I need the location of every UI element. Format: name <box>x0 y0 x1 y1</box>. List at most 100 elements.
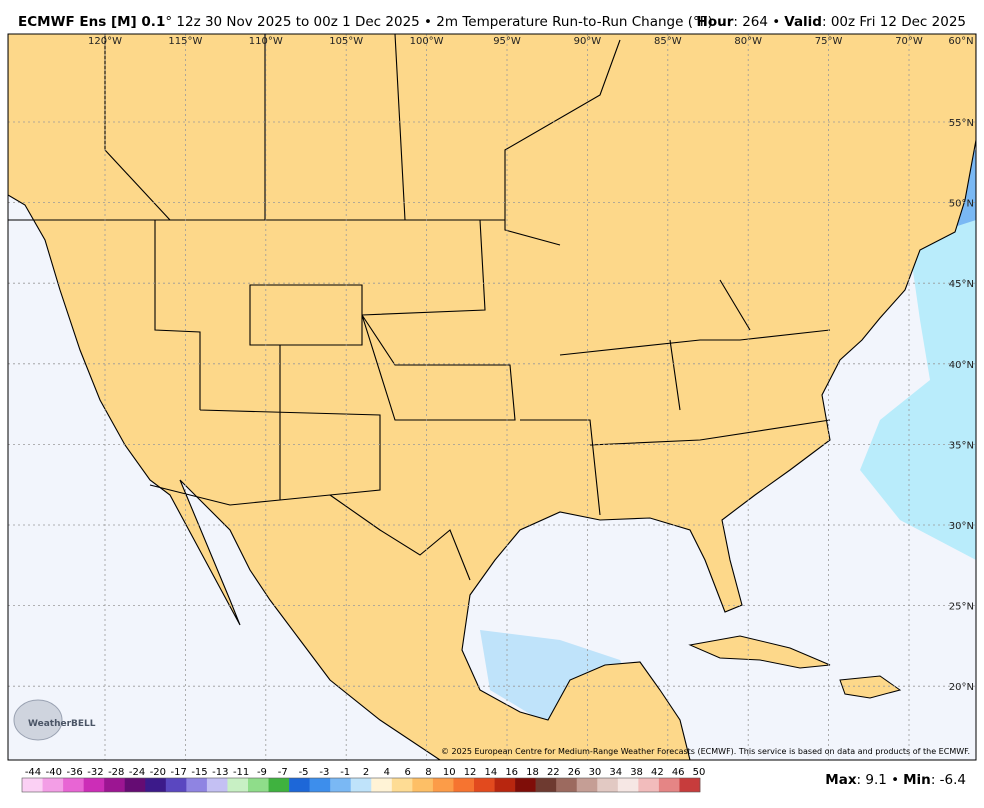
colorbar-label: 4 <box>384 767 390 778</box>
colorbar-swatch <box>309 778 331 792</box>
colorbar-label: -40 <box>46 767 62 778</box>
colorbar-swatch <box>186 778 208 792</box>
colorbar-label: 14 <box>485 767 498 778</box>
colorbar-label: -1 <box>340 767 350 778</box>
hispaniola <box>839 675 902 699</box>
colorbar-label: 2 <box>363 767 369 778</box>
latitude-label: 45°N <box>949 279 974 290</box>
geo-labels: 60°N 120°W 115°W 110°W 105°W 100°W 95°W 90°W 85… <box>88 36 974 693</box>
hour-text: : 264 • <box>733 14 780 30</box>
colorbar-swatch <box>42 778 64 792</box>
colorbar-label: -3 <box>319 767 329 778</box>
colorbar-label: -28 <box>108 767 124 778</box>
colorbar-label: 18 <box>526 767 539 778</box>
logo: WeatherBELL <box>28 719 96 729</box>
colorbar-label: 50 <box>693 767 706 778</box>
map: 60°N 120°W 115°W 110°W 105°W 100°W 95°W 90°W 85… <box>7 33 977 761</box>
colorbar-swatch <box>494 778 516 792</box>
colorbar-label: -20 <box>150 767 166 778</box>
colorbar: -44 -40 -36 -32 -28 -24 -20 -17 -15 -13 -11 -9 -7 -5-… <box>21 767 706 793</box>
header-right: Hour: 264 • Valid: 00z Fri 12 Dec 2025 <box>697 14 966 30</box>
colorbar-swatch <box>474 778 495 792</box>
latitude-label: 30°N <box>949 521 974 532</box>
colorbar-swatch <box>248 778 269 792</box>
colorbar-label: 30 <box>589 767 602 778</box>
colorbar-label: -5 <box>299 767 309 778</box>
max-label: Max <box>825 772 857 788</box>
latitude-label: 20°N <box>949 682 974 693</box>
colorbar-label: 34 <box>609 767 622 778</box>
colorbar-label: -9 <box>257 767 267 778</box>
latitude-label: 50°N <box>949 199 974 210</box>
longitude-label: 120°W <box>88 36 122 47</box>
longitude-label: 90°W <box>574 36 602 47</box>
colorbar-swatch <box>83 778 105 792</box>
colorbar-label: -7 <box>278 767 288 778</box>
min-text: : -6.4 <box>931 772 966 788</box>
longitude-label: 100°W <box>410 36 444 47</box>
colorbar-label: -24 <box>129 767 145 778</box>
longitude-label: 95°W <box>493 36 521 47</box>
colorbar-swatch <box>391 778 413 792</box>
colorbar-swatch <box>268 778 290 792</box>
colorbar-label: -13 <box>212 767 228 778</box>
longitude-label: 115°W <box>168 36 202 47</box>
colorbar-label: -36 <box>66 767 82 778</box>
colorbar-swatch <box>679 778 701 792</box>
run: ° 12z 30 Nov 2025 to 00z 1 Dec 2025 • 2m… <box>165 14 712 30</box>
colorbar-label: -32 <box>87 767 103 778</box>
colorbar-label: 16 <box>505 767 518 778</box>
latitude-label: 55°N <box>949 118 974 129</box>
colorbar-swatch <box>535 778 557 792</box>
colorbar-swatch <box>330 778 352 792</box>
longitude-label: 105°W <box>329 36 363 47</box>
colorbar-swatch <box>145 778 167 792</box>
valid-label: Valid <box>784 14 822 30</box>
colorbar-swatch <box>165 778 187 792</box>
colorbar-swatch <box>289 778 310 792</box>
longitude-label: 80°W <box>734 36 762 47</box>
colorbar-swatch <box>63 778 84 792</box>
colorbar-label: -44 <box>25 767 41 778</box>
colorbar-label: 10 <box>443 767 456 778</box>
colorbar-swatch <box>453 778 475 792</box>
latitude-label: 25°N <box>949 602 974 613</box>
longitude-label: 75°W <box>815 36 843 47</box>
hour-label: Hour <box>697 14 734 30</box>
colorbar-swatch <box>597 778 619 792</box>
colorbar-label: 6 <box>404 767 410 778</box>
colorbar-swatch <box>638 778 660 792</box>
colorbar-label: -11 <box>233 767 249 778</box>
colorbar-swatch <box>515 778 536 792</box>
longitude-label: 85°W <box>654 36 682 47</box>
colorbar-label: -17 <box>171 767 187 778</box>
longitude-label: 70°W <box>895 36 923 47</box>
colorbar-swatch <box>124 778 146 792</box>
colorbar-swatch <box>412 778 434 792</box>
colorbar-label: 26 <box>568 767 581 778</box>
graticule <box>8 34 976 760</box>
colorbar-swatch <box>350 778 372 792</box>
colorbar-swatch <box>227 778 249 792</box>
colorbar-label: 8 <box>425 767 431 778</box>
latitude-label: 35°N <box>949 440 974 451</box>
colorbar-swatch <box>556 778 578 792</box>
min-label: Min <box>903 772 931 788</box>
copyright: © 2025 European Centre for Medium-Range … <box>441 747 970 756</box>
cool-atlantic <box>860 200 976 560</box>
colorbar-swatch <box>617 778 639 792</box>
colorbar-frame <box>21 777 701 793</box>
logo-globe <box>13 699 63 741</box>
colorbar-swatch <box>432 778 454 792</box>
colorbar-swatch <box>104 778 126 792</box>
colorbar-swatch <box>371 778 393 792</box>
valid-text: : 00z Fri 12 Dec 2025 <box>822 14 966 30</box>
latitude-label: 40°N <box>949 360 974 371</box>
colorbar-label: 22 <box>547 767 560 778</box>
max-text: : 9.1 • <box>857 772 900 788</box>
colorbar-swatch <box>22 778 43 792</box>
colorbar-label: 12 <box>464 767 477 778</box>
footer-stats: Max: 9.1 • Min: -6.4 <box>825 772 966 788</box>
longitude-label: 110°W <box>249 36 283 47</box>
